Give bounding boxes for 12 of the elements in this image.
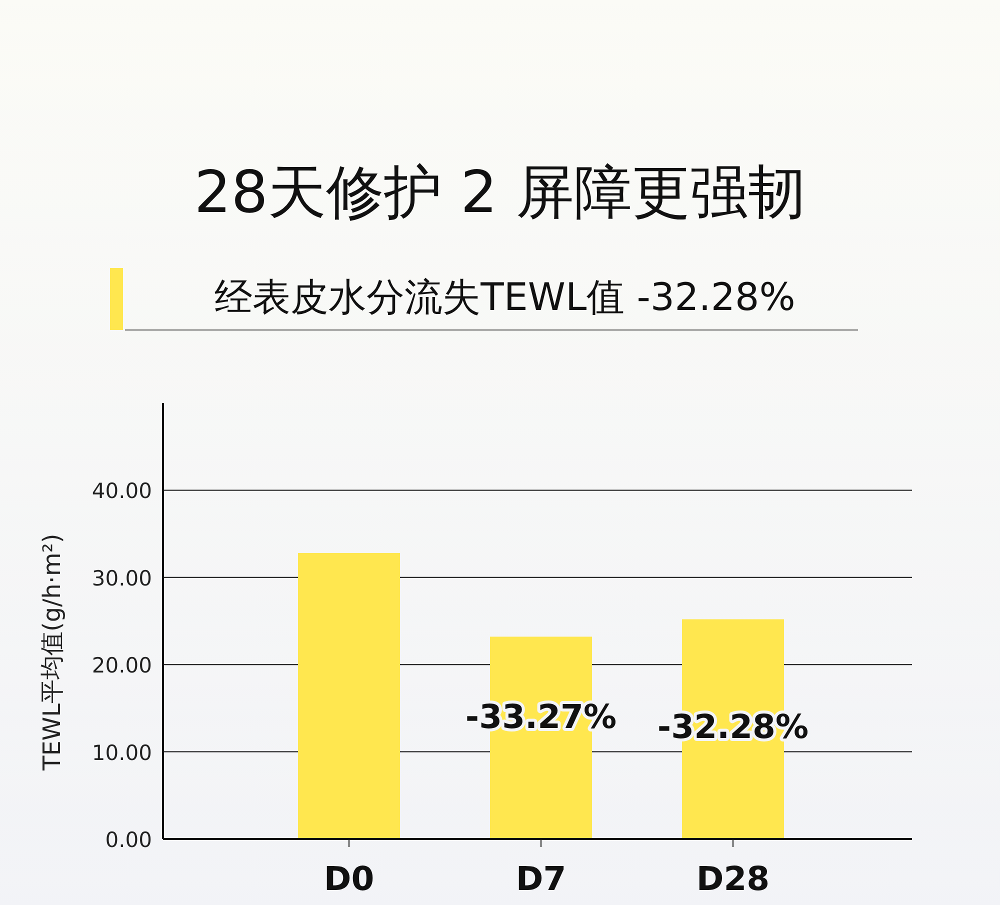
y-tick-label: 40.00: [92, 479, 152, 504]
chart-title: 28天修护 2 屏障更强韧: [194, 158, 806, 226]
y-tick-label: 30.00: [92, 566, 152, 590]
x-tick-label: D7: [516, 859, 566, 898]
y-tick-label: 10.00: [92, 740, 152, 765]
y-tick-label: 0.00: [105, 828, 152, 852]
bar: [298, 552, 400, 839]
chart-subtitle: 经表皮水分流失TEWL值 -32.28%: [214, 275, 796, 319]
y-tick-label: 20.00: [92, 654, 152, 678]
x-tick-label: D0: [324, 859, 374, 898]
y-axis-title: TEWL平均值(g/h·m²): [38, 534, 66, 772]
x-tick-label: D28: [696, 859, 770, 898]
